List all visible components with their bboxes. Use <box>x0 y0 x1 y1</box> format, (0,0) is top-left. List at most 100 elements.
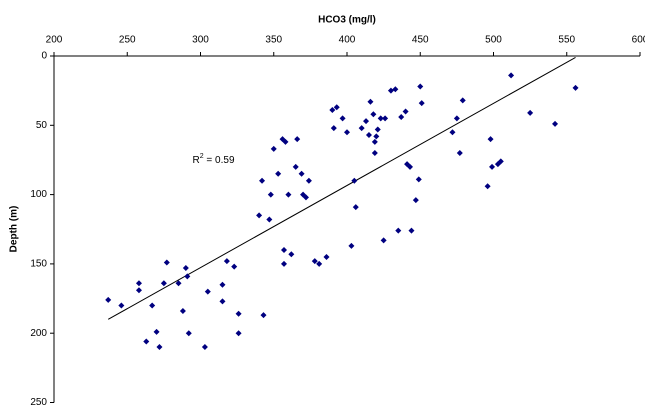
point <box>456 150 463 157</box>
point <box>374 126 381 133</box>
point <box>288 251 295 258</box>
point <box>415 176 422 183</box>
point <box>285 191 292 198</box>
point <box>348 242 355 249</box>
point <box>118 302 125 309</box>
point <box>149 302 156 309</box>
point <box>329 107 336 114</box>
y-tick-label: 50 <box>36 120 48 131</box>
y-tick-label: 200 <box>30 328 47 339</box>
x-tick-label: 550 <box>558 35 575 46</box>
point <box>281 247 288 254</box>
point <box>223 258 230 265</box>
point <box>412 197 419 204</box>
x-axis-title: HCO3 (mg/l) <box>318 15 376 26</box>
point <box>402 108 409 115</box>
x-tick-label: 350 <box>265 35 282 46</box>
point <box>311 258 318 265</box>
point <box>270 145 277 152</box>
point <box>352 204 359 211</box>
trendline <box>107 56 576 320</box>
point <box>323 253 330 260</box>
point <box>201 344 208 351</box>
point <box>259 177 266 184</box>
point <box>508 72 515 79</box>
point <box>489 163 496 170</box>
point <box>179 308 186 315</box>
point <box>380 237 387 244</box>
point <box>344 129 350 136</box>
x-tick-label: 500 <box>485 35 502 46</box>
point <box>484 183 491 190</box>
point <box>163 259 170 266</box>
point <box>267 191 274 198</box>
point <box>370 111 377 118</box>
point <box>418 100 425 107</box>
point <box>371 150 378 157</box>
point <box>316 260 323 267</box>
point <box>351 177 358 184</box>
x-tick-label: 600 <box>632 35 645 46</box>
point <box>292 163 299 170</box>
point <box>219 298 226 305</box>
y-tick-label: 250 <box>30 397 47 405</box>
x-tick-label: 200 <box>46 35 63 46</box>
point <box>406 163 413 170</box>
point <box>365 132 372 139</box>
point <box>135 287 142 294</box>
point <box>527 109 534 116</box>
point <box>487 136 494 143</box>
point <box>256 212 263 219</box>
point <box>417 83 424 90</box>
point <box>156 344 163 351</box>
point <box>497 158 504 165</box>
y-tick-label: 150 <box>30 259 47 270</box>
point <box>105 296 112 303</box>
point <box>294 136 301 143</box>
point <box>298 170 305 177</box>
point <box>358 125 365 132</box>
point <box>453 115 460 122</box>
point <box>408 227 415 234</box>
annotation-text: R <box>193 155 200 166</box>
point <box>185 330 192 337</box>
point <box>339 115 346 122</box>
point <box>392 86 399 93</box>
point <box>182 265 189 272</box>
point <box>282 138 289 145</box>
point <box>219 281 226 288</box>
point <box>387 87 394 94</box>
point <box>281 260 288 267</box>
point <box>235 310 242 317</box>
point <box>377 115 384 122</box>
point <box>204 288 211 295</box>
point <box>398 113 405 120</box>
x-tick-label: 450 <box>412 35 429 46</box>
point <box>302 194 309 201</box>
point <box>275 170 282 177</box>
y-axis-title: Depth (m) <box>9 206 20 253</box>
point <box>363 118 370 125</box>
x-tick-label: 300 <box>192 35 209 46</box>
point <box>371 138 378 145</box>
point <box>260 312 267 319</box>
point <box>153 328 160 335</box>
point <box>305 177 312 184</box>
point <box>184 273 191 280</box>
x-tick-label: 400 <box>339 35 356 46</box>
point <box>143 338 150 345</box>
point <box>175 280 182 287</box>
annotation-rest: = 0.59 <box>204 155 235 166</box>
y-tick-label: 100 <box>30 189 47 200</box>
point <box>395 227 402 234</box>
point <box>449 129 456 136</box>
point <box>552 120 559 127</box>
point <box>231 263 238 270</box>
y-tick-label: 0 <box>41 51 47 62</box>
point <box>572 84 579 91</box>
point <box>367 98 374 105</box>
point <box>333 104 340 111</box>
point <box>330 125 337 132</box>
